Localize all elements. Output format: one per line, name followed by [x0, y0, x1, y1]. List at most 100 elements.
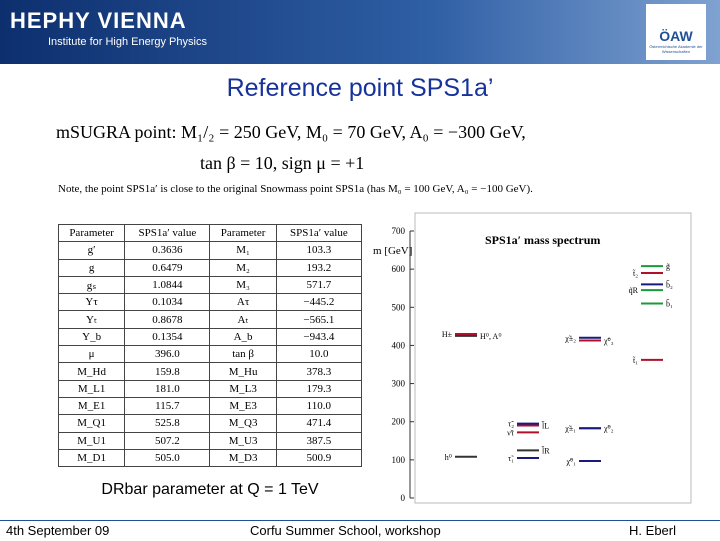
table-cell: 0.6479: [124, 258, 211, 277]
table-row: gₛ 1.0844 M₃ 571.7: [57, 275, 363, 295]
footer-author: H. Eberl: [629, 523, 676, 538]
table-cell: 0.8678: [124, 310, 211, 329]
table-cell: −565.1: [275, 310, 363, 329]
table-cell: 115.7: [124, 396, 211, 416]
table-cell: 378.3: [275, 362, 363, 381]
formula: mSUGRA point: M₁/₂ = 250 GeV, M₀ = 70 Ge…: [56, 122, 526, 142]
level-label: b̃₁: [666, 299, 673, 309]
table-cell: g: [57, 258, 126, 277]
table-cell: 0.3636: [124, 241, 211, 260]
table-row: Y_b 0.1354 A_b −943.4: [57, 327, 363, 347]
table-cell: M₃: [209, 275, 277, 295]
table-cell: Parameter: [209, 223, 277, 243]
table-row: M_D1 505.0 M_D3 500.9: [57, 448, 363, 468]
table-cell: 179.3: [275, 379, 363, 398]
table-cell: SPS1a′ value: [124, 223, 211, 243]
table-row: g′ 0.3636 M₁ 103.3: [57, 241, 363, 260]
table-cell: 159.8: [124, 362, 211, 381]
table-row: M_E1 115.7 M_E3 110.0: [57, 396, 363, 416]
table-cell: 103.3: [275, 241, 363, 260]
y-tick-label: 600: [392, 264, 406, 274]
logo: HEPHY VIENNA: [10, 8, 187, 33]
table-cell: 505.0: [124, 448, 211, 468]
table-cell: Aₜ: [209, 310, 277, 329]
level-label: χ̃±₁: [564, 424, 576, 433]
table-cell: −445.2: [275, 293, 363, 312]
table-row: Parameter SPS1a′ value Parameter SPS1a′ val…: [57, 223, 363, 243]
table-row: g 0.6479 M₂ 193.2: [57, 258, 363, 277]
table-cell: 387.5: [275, 431, 363, 450]
academy-mark: ÖAW: [659, 28, 693, 44]
institute: Institute for High Energy Physics: [48, 36, 207, 48]
table-cell: M_L1: [57, 379, 126, 398]
table-cell: Aτ: [209, 293, 277, 312]
table-cell: −943.4: [275, 327, 363, 347]
y-tick-label: 500: [392, 302, 406, 312]
table-row: μ 396.0 tan β 10.0: [57, 345, 363, 364]
table-row: M_L1 181.0 M_L3 179.3: [57, 379, 363, 398]
table-cell: M₂: [209, 258, 277, 277]
table-cell: M_Hd: [57, 362, 126, 381]
level-label: b̃₂: [666, 280, 673, 290]
table-cell: M₁: [209, 241, 277, 260]
table-cell: 1.0844: [124, 275, 211, 295]
level-label: τ̃₂: [508, 420, 514, 429]
table-cell: 181.0: [124, 379, 211, 398]
level-label: H±: [442, 330, 453, 339]
level-label: χ̃⁰₂: [603, 424, 614, 433]
table-cell: M_U3: [209, 431, 277, 450]
footer-event: Corfu Summer School, workshop: [250, 523, 441, 538]
table-cell: M_Q3: [209, 414, 277, 433]
y-tick-label: 400: [392, 340, 406, 350]
table-cell: 0.1354: [124, 327, 211, 347]
table-cell: M_E3: [209, 396, 277, 416]
table-cell: Yₜ: [57, 310, 126, 329]
frame: [414, 212, 692, 504]
caption: DRbar parameter at Q = 1 TeV: [101, 481, 319, 498]
table-cell: M_E1: [57, 396, 126, 416]
title: Reference point SPS1a’: [226, 74, 494, 102]
table-cell: 396.0: [124, 345, 211, 364]
table-cell: M_Hu: [209, 362, 277, 381]
table-cell: A_b: [209, 327, 277, 347]
level-label: ν̃τ: [507, 428, 515, 437]
footer-date: 4th September 09: [6, 523, 110, 538]
table-cell: g′: [57, 241, 126, 260]
table-cell: 500.9: [275, 448, 363, 468]
level-label: t̃₂: [633, 269, 638, 278]
footer: 4th September 09 Corfu Summer School, wo…: [0, 520, 720, 541]
table-cell: μ: [57, 345, 126, 364]
y-tick-label: 200: [392, 417, 406, 427]
y-tick-label: 0: [401, 493, 406, 503]
table-cell: Y_b: [57, 327, 126, 347]
parameter-table: Parameter SPS1a′ value Parameter SPS1a′ val…: [57, 223, 363, 468]
table-row: M_Q1 525.8 M_Q3 471.4: [57, 414, 363, 433]
table-cell: 507.2: [124, 431, 211, 450]
table-row: M_U1 507.2 M_U3 387.5: [57, 431, 363, 450]
table-cell: Parameter: [57, 223, 126, 243]
table-cell: 571.7: [275, 275, 363, 295]
table-cell: gₛ: [57, 275, 126, 295]
mass-spectrum: SPS1a′ mass spectrum m [GeV] 0 100 200 300 4…: [373, 212, 692, 504]
table-cell: tan β: [209, 345, 277, 364]
level-label: χ̃⁰₁: [565, 457, 576, 466]
table-cell: 525.8: [124, 414, 211, 433]
note: Note, the point SPS1a′ is close to the o…: [58, 183, 533, 195]
table-cell: 110.0: [275, 396, 363, 416]
table-row: Yτ 0.1034 Aτ −445.2: [57, 293, 363, 312]
table-cell: M_D1: [57, 448, 126, 468]
level-label: χ̃±₂: [564, 334, 576, 343]
table-row: M_Hd 159.8 M_Hu 378.3: [57, 362, 363, 381]
level-label: h⁰: [445, 453, 452, 462]
y-tick-label: 700: [392, 226, 406, 236]
table-cell: SPS1a′ value: [275, 223, 363, 243]
y-axis-label: m [GeV]: [373, 245, 412, 257]
y-tick-label: 100: [392, 455, 406, 465]
spectrum-title: SPS1a′ mass spectrum: [485, 233, 600, 247]
table-cell: 471.4: [275, 414, 363, 433]
level-label: l̃R: [542, 445, 551, 455]
table-cell: M_L3: [209, 379, 277, 398]
table-cell: M_Q1: [57, 414, 126, 433]
level-label: t̃₁: [633, 356, 638, 365]
